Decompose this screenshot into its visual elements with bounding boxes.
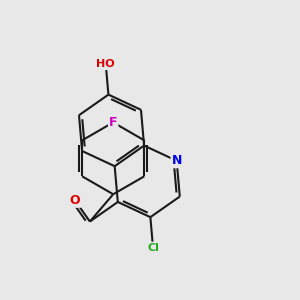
Text: Cl: Cl [147, 243, 159, 253]
Text: N: N [172, 154, 182, 167]
Text: O: O [70, 194, 80, 207]
Text: HO: HO [96, 59, 115, 69]
Text: F: F [109, 116, 118, 129]
